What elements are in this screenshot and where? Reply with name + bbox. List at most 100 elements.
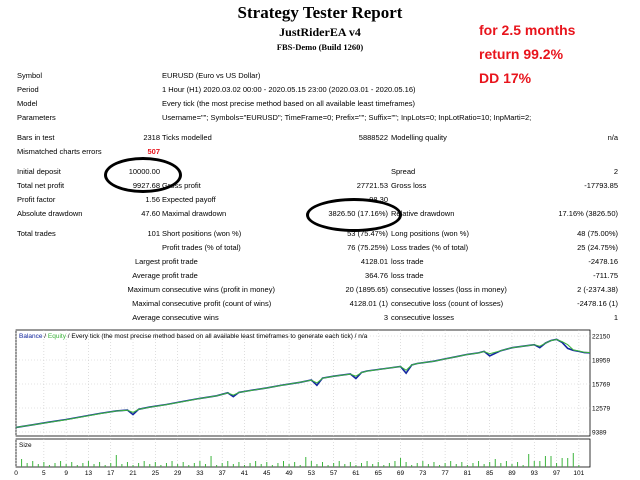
x-tick-label: 97 [553, 470, 561, 477]
total-trades-value: 101 [147, 229, 160, 238]
x-tick-label: 81 [464, 470, 472, 477]
svg-text:Balance / Equity / Every tick: Balance / Equity / Every tick (the most … [19, 333, 368, 340]
gross-loss-label: Gross loss [391, 181, 427, 190]
report-title: Strategy Tester Report [237, 3, 403, 22]
x-tick-label: 57 [330, 470, 338, 477]
x-tick-label: 77 [441, 470, 449, 477]
maximal-drawdown-label: Maximal drawdown [162, 209, 227, 218]
long-positions-label: Long positions (won %) [391, 229, 469, 238]
server-build: FBS-Demo (Build 1260) [276, 42, 364, 52]
x-tick-label: 89 [508, 470, 516, 477]
stat-value: 4128.01 [360, 257, 388, 266]
absolute-drawdown-value: 47.60 [141, 209, 160, 218]
x-tick-label: 85 [486, 470, 494, 477]
info-value-symbol: EURUSD (Euro vs US Dollar) [162, 71, 261, 80]
loss-trades-label: Loss trades (% of total) [391, 243, 469, 252]
legend-rest: / Every tick (the most precise method ba… [66, 333, 368, 340]
stat-label: loss trade [391, 271, 424, 280]
x-tick-label: 73 [419, 470, 427, 477]
x-tick-label: 61 [352, 470, 360, 477]
stat-label: consecutive wins [162, 313, 219, 322]
total-trades-label: Total trades [17, 229, 56, 238]
initial-deposit-label: Initial deposit [17, 167, 61, 176]
stat-label: profit trade [162, 271, 198, 280]
highlight-circle-drawdown [306, 198, 402, 232]
stat-value: 2 (-2374.38) [577, 285, 618, 294]
x-tick-label: 101 [573, 470, 584, 477]
y-tick-label: 22150 [592, 334, 610, 341]
spread-value: 2 [613, 167, 618, 176]
x-tick-label: 13 [85, 470, 93, 477]
equity-line [15, 338, 591, 428]
stat-prefix: Largest [134, 257, 160, 266]
mismatch-value: 507 [147, 147, 160, 156]
total-net-profit-label: Total net profit [17, 181, 65, 190]
stat-value: -711.75 [593, 271, 618, 280]
stat-label: consecutive loss (count of losses) [391, 299, 504, 308]
x-tick-label: 53 [308, 470, 316, 477]
profit-factor-value: 1.56 [145, 195, 160, 204]
y-tick-label: 15769 [592, 382, 610, 389]
modelling-quality-value: n/a [607, 133, 618, 142]
gross-profit-value: 27721.53 [356, 181, 388, 190]
ea-name: JustRiderEA v4 [279, 25, 361, 39]
modelling-quality-label: Modelling quality [391, 133, 447, 142]
x-tick-label: 17 [107, 470, 115, 477]
x-tick-label: 25 [152, 470, 160, 477]
stat-value: 1 [613, 313, 618, 322]
stat-label: consecutive losses (loss in money) [391, 285, 507, 294]
size-frame [15, 438, 591, 468]
y-tick-label: 9389 [592, 430, 607, 437]
spread-label: Spread [391, 167, 416, 176]
profit-trades-value: 76 (75.25%) [347, 243, 388, 252]
annotation-line-3: DD 17% [479, 70, 532, 86]
chart-frame [15, 329, 591, 437]
x-tick-label: 65 [375, 470, 383, 477]
stat-value: -2478.16 [588, 257, 618, 266]
x-tick-label: 45 [263, 470, 271, 477]
gross-profit-label: Gross profit [162, 181, 201, 190]
stat-label: consecutive losses [391, 313, 454, 322]
profit-factor-label: Profit factor [17, 195, 56, 204]
x-tick-label: 21 [129, 470, 137, 477]
x-tick-label: 93 [531, 470, 539, 477]
x-tick-label: 0 [14, 470, 18, 477]
x-tick-label: 37 [219, 470, 227, 477]
legend-sep: / [43, 333, 48, 340]
balance-chart: Balance / Equity / Every tick (the most … [14, 329, 610, 477]
info-value-period: 1 Hour (H1) 2020.03.02 00:00 - 2020.05.1… [162, 85, 416, 94]
stat-prefix: Maximum [127, 285, 160, 294]
info-label-symbol: Symbol [17, 71, 43, 80]
mismatch-label: Mismatched charts errors [17, 147, 102, 156]
x-tick-label: 33 [196, 470, 204, 477]
info-value-model: Every tick (the most precise method base… [162, 99, 416, 108]
ticks-modelled-label: Ticks modelled [162, 133, 212, 142]
highlight-circle-deposit [104, 157, 182, 193]
info-label-parameters: Parameters [17, 113, 56, 122]
short-positions-label: Short positions (won %) [162, 229, 242, 238]
long-positions-value: 48 (75.00%) [577, 229, 618, 238]
stat-prefix: Average [132, 271, 160, 280]
stat-value: 364.76 [365, 271, 388, 280]
info-label-period: Period [17, 85, 39, 94]
bars-in-test-label: Bars in test [17, 133, 55, 142]
relative-drawdown-label: Relative drawdown [391, 209, 455, 218]
expected-payoff-label: Expected payoff [162, 195, 216, 204]
stat-value: -2478.16 (1) [577, 299, 618, 308]
annotation-line-2: return 99.2% [479, 46, 564, 62]
stat-value: 4128.01 (1) [349, 299, 388, 308]
info-label-model: Model [17, 99, 38, 108]
stat-label: consecutive profit (count of wins) [162, 299, 272, 308]
absolute-drawdown-label: Absolute drawdown [17, 209, 83, 218]
info-value-parameters: Username=""; Symbols="EURUSD"; TimeFrame… [162, 113, 532, 122]
short-positions-value: 53 (75.47%) [347, 229, 388, 238]
x-tick-label: 9 [64, 470, 68, 477]
x-tick-label: 5 [42, 470, 46, 477]
gross-loss-value: -17793.85 [584, 181, 618, 190]
stat-prefix: Average [132, 313, 160, 322]
x-tick-label: 29 [174, 470, 182, 477]
stat-value: 20 (1895.65) [345, 285, 388, 294]
legend-balance: Balance [19, 333, 43, 340]
bars-in-test-value: 2318 [143, 133, 160, 142]
stat-prefix: Maximal [132, 299, 160, 308]
